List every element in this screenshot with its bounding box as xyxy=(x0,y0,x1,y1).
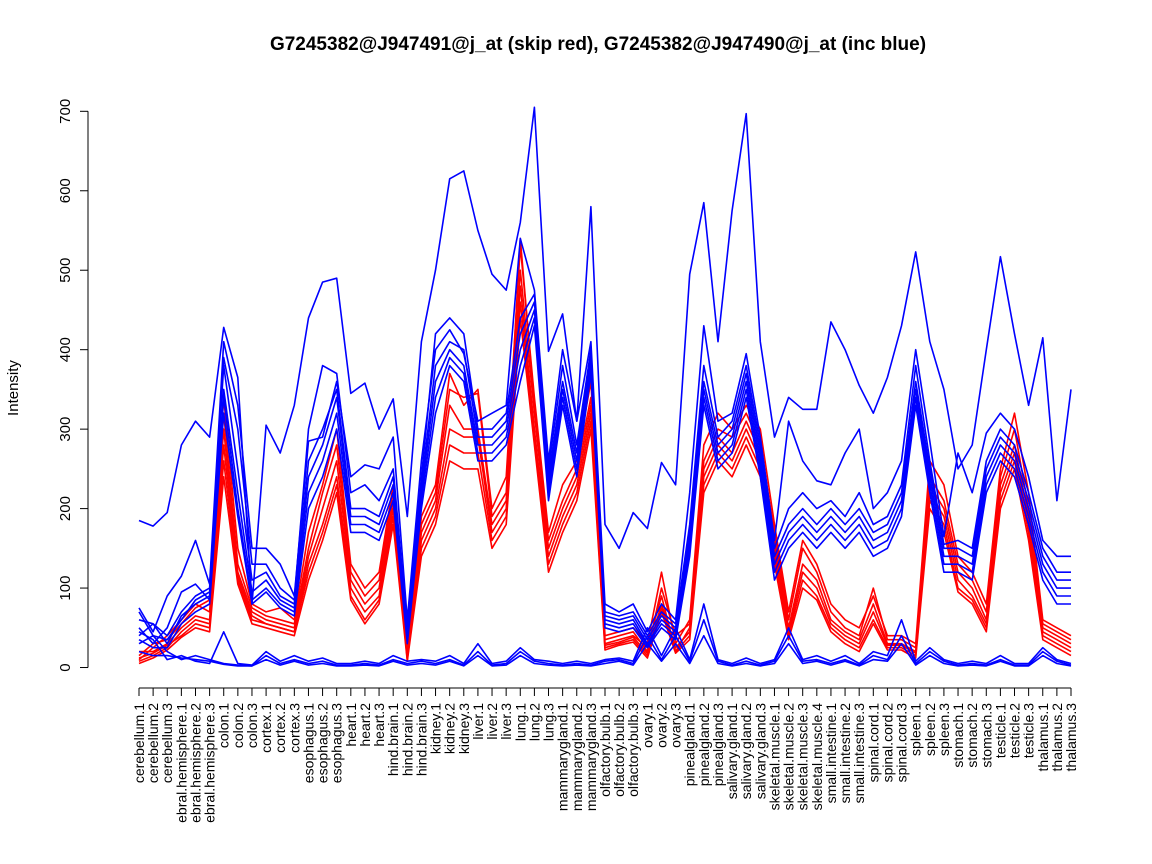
x-tick-label: colon.1 xyxy=(216,703,232,748)
x-tick-label: lung.2 xyxy=(526,703,542,741)
x-tick-label: spleen.2 xyxy=(922,703,938,756)
x-tick-label: cerebellum.1 xyxy=(131,703,147,783)
x-tick-label: small.intestine.3 xyxy=(851,703,867,804)
x-tick-label: pinealgland.3 xyxy=(710,703,726,787)
x-tick-label: ovary.3 xyxy=(668,703,684,748)
x-tick-label: cortex.1 xyxy=(258,703,274,753)
x-tick-label: liver.1 xyxy=(470,703,486,740)
x-tick-label: spinal.cord.1 xyxy=(865,703,881,783)
y-tick-label: 200 xyxy=(57,496,74,521)
x-tick-label: pinealgland.2 xyxy=(696,703,712,787)
x-tick-label: skeletal.muscle.3 xyxy=(795,703,811,811)
x-tick-label: ovary.2 xyxy=(653,703,669,748)
x-tick-label: spinal.cord.3 xyxy=(894,703,910,783)
x-tick-label: salivary.gland.1 xyxy=(724,703,740,799)
y-tick-label: 100 xyxy=(57,576,74,601)
series-line-inc-7 xyxy=(138,324,1071,649)
x-tick-label: cortex.2 xyxy=(272,703,288,753)
x-tick-label: colon.3 xyxy=(244,703,260,748)
x-tick-label: stomach.3 xyxy=(978,703,994,768)
x-tick-label: liver.2 xyxy=(484,703,500,740)
x-tick-label: small.intestine.1 xyxy=(823,703,839,804)
x-tick-label: testicle.3 xyxy=(1021,703,1037,758)
x-tick-label: ebral.hemisphere.2 xyxy=(187,703,203,823)
x-tick-label: ebral.hemisphere.1 xyxy=(173,703,189,823)
x-tick-label: heart.2 xyxy=(357,703,373,747)
x-tick-label: ovary.1 xyxy=(639,703,655,748)
x-tick-label: esophagus.2 xyxy=(315,703,331,783)
x-tick-label: thalamus.3 xyxy=(1063,703,1079,772)
y-tick-label: 500 xyxy=(57,258,74,283)
series-line-inc-9 xyxy=(138,618,1072,667)
y-tick-label: 300 xyxy=(57,417,74,442)
series-line-inc-2 xyxy=(138,237,1071,633)
x-tick-label: hind.brain.3 xyxy=(413,703,429,776)
x-tick-label: stomach.2 xyxy=(964,703,980,768)
x-tick-label: small.intestine.2 xyxy=(837,703,853,804)
series-line-inc-8 xyxy=(138,603,1072,666)
x-tick-label: olfactory.bulb.2 xyxy=(611,703,627,797)
x-tick-label: cortex.3 xyxy=(286,703,302,753)
x-tick-label: mammarygland.1 xyxy=(555,703,571,811)
x-tick-label: salivary.gland.3 xyxy=(752,703,768,799)
y-tick-label: 700 xyxy=(57,99,74,124)
x-tick-label: skeletal.muscle.2 xyxy=(781,703,797,811)
x-tick-label: thalamus.1 xyxy=(1035,703,1051,772)
x-tick-label: olfactory.bulb.1 xyxy=(597,703,613,797)
x-tick-label: testicle.1 xyxy=(992,703,1008,758)
series-line-skip-6 xyxy=(138,317,1072,665)
x-tick-label: testicle.2 xyxy=(1007,703,1023,758)
y-tick-label: 0 xyxy=(57,663,74,671)
x-tick-label: pinealgland.1 xyxy=(682,703,698,787)
x-tick-label: esophagus.1 xyxy=(300,703,316,783)
x-tick-label: spleen.1 xyxy=(908,703,924,756)
y-tick-label: 600 xyxy=(57,178,74,203)
x-tick-label: colon.2 xyxy=(230,703,246,748)
x-tick-label: hind.brain.2 xyxy=(399,703,415,776)
y-axis-label: Intensity xyxy=(5,360,22,416)
x-tick-label: spinal.cord.2 xyxy=(879,703,895,783)
x-axis: cerebellum.1cerebellum.2cerebellum.3ebra… xyxy=(131,687,1079,823)
x-tick-label: olfactory.bulb.3 xyxy=(625,703,641,797)
series-line-inc-10 xyxy=(138,634,1072,667)
x-tick-label: cerebellum.2 xyxy=(145,703,161,783)
x-tick-label: kidney.2 xyxy=(442,703,458,754)
series-lines xyxy=(138,106,1072,667)
x-tick-label: mammarygland.2 xyxy=(569,703,585,811)
x-tick-label: heart.3 xyxy=(371,703,387,747)
x-tick-label: hind.brain.1 xyxy=(385,703,401,776)
x-tick-label: thalamus.2 xyxy=(1049,703,1065,772)
x-tick-label: mammarygland.3 xyxy=(583,703,599,811)
chart-title: G7245382@J947491@j_at (skip red), G72453… xyxy=(270,34,926,55)
x-tick-label: ebral.hemisphere.3 xyxy=(202,703,218,823)
x-tick-label: salivary.gland.2 xyxy=(738,703,754,799)
series-line-inc-1 xyxy=(138,106,1072,605)
x-tick-label: skeletal.muscle.1 xyxy=(766,703,782,811)
x-tick-label: kidney.3 xyxy=(456,703,472,754)
x-tick-label: lung.1 xyxy=(512,703,528,741)
x-tick-label: heart.1 xyxy=(343,703,359,747)
x-tick-label: cerebellum.3 xyxy=(159,703,175,783)
x-tick-label: liver.3 xyxy=(498,703,514,740)
x-tick-label: lung.3 xyxy=(541,703,557,741)
x-tick-label: skeletal.muscle.4 xyxy=(809,703,825,811)
x-tick-label: esophagus.3 xyxy=(329,703,345,783)
x-tick-label: spleen.3 xyxy=(936,703,952,756)
x-tick-label: kidney.1 xyxy=(428,703,444,754)
x-tick-label: stomach.1 xyxy=(950,703,966,768)
y-axis: 0 100 200 300 400 500 600 700 xyxy=(57,99,89,672)
y-tick-label: 400 xyxy=(57,337,74,362)
